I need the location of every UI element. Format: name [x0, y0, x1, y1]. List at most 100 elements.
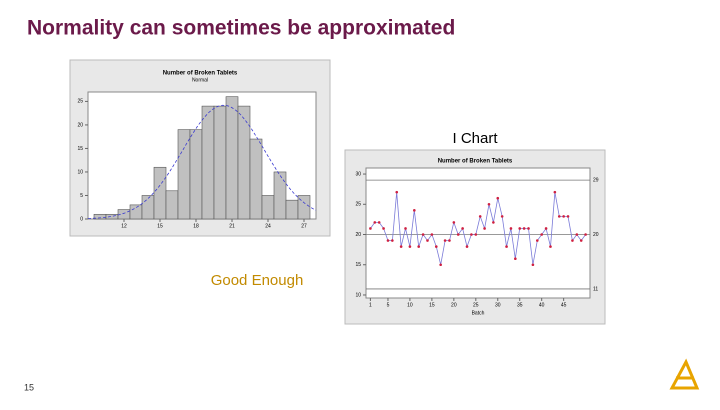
y-tick-label: 20 — [77, 122, 83, 128]
x-tick-label: 35 — [517, 302, 523, 308]
y-tick-label: 15 — [355, 262, 361, 268]
page-number: 15 — [24, 382, 34, 392]
data-point — [461, 227, 464, 230]
bar — [177, 129, 191, 220]
data-point — [465, 245, 469, 248]
x-tick-label: 12 — [121, 223, 127, 229]
data-point — [417, 245, 421, 248]
chart-title: Number of Broken Tablets — [163, 71, 238, 77]
y-tick-label: 25 — [355, 202, 361, 208]
data-point — [575, 233, 579, 236]
data-point — [377, 221, 381, 224]
data-point — [579, 239, 583, 242]
reference-label: 11 — [593, 286, 598, 292]
data-point — [505, 245, 508, 248]
bar — [201, 105, 215, 220]
data-point — [434, 245, 438, 248]
x-tick-label: 1 — [369, 302, 372, 308]
bar — [285, 199, 299, 220]
bar — [249, 138, 263, 220]
bar — [153, 166, 167, 220]
data-point — [382, 227, 385, 230]
data-point — [373, 221, 377, 224]
bar — [237, 105, 251, 220]
data-point — [571, 239, 574, 242]
x-tick-label: 15 — [157, 223, 163, 229]
data-point — [391, 239, 394, 242]
fit-curve — [88, 104, 317, 219]
y-tick-label: 30 — [355, 171, 361, 177]
data-point — [500, 215, 504, 218]
data-point — [487, 202, 491, 206]
data-point — [518, 227, 522, 230]
data-point — [509, 227, 513, 230]
slide-title: Normality can sometimes be approximated — [27, 17, 455, 40]
data-point — [474, 233, 478, 236]
x-tick-label: 5 — [387, 302, 390, 308]
data-point — [448, 239, 451, 242]
y-tick-label: 20 — [355, 232, 361, 238]
y-tick-label: 5 — [80, 193, 83, 199]
bar — [213, 105, 227, 220]
plot-area — [365, 167, 591, 299]
x-tick-label: 15 — [429, 302, 435, 308]
data-point — [443, 239, 447, 242]
logo — [669, 358, 700, 390]
data-point — [535, 239, 539, 242]
data-point — [399, 245, 403, 248]
data-point — [584, 233, 587, 236]
x-tick-label: 40 — [539, 302, 545, 308]
bar — [105, 213, 119, 220]
y-tick-label: 0 — [80, 216, 83, 222]
data-line — [370, 192, 586, 265]
chart-title: Number of Broken Tablets — [438, 159, 513, 165]
x-tick-label: 24 — [265, 223, 271, 229]
bar — [261, 195, 275, 220]
x-axis-label: Batch — [472, 310, 485, 316]
reference-label: 29 — [593, 177, 599, 183]
data-point — [404, 227, 407, 230]
note: I Chart — [452, 130, 498, 147]
y-tick-label: 25 — [77, 99, 83, 105]
x-tick-label: 18 — [193, 223, 199, 229]
x-tick-label: 20 — [451, 302, 457, 308]
data-point — [553, 190, 557, 194]
data-point — [430, 233, 434, 236]
x-tick-label: 45 — [561, 302, 567, 308]
data-point — [439, 263, 442, 267]
data-point — [456, 233, 460, 236]
bar — [141, 195, 155, 220]
data-point — [496, 196, 500, 200]
data-point — [514, 257, 517, 260]
data-point — [527, 227, 530, 230]
bar — [189, 129, 203, 220]
reference-label: 20 — [593, 232, 599, 238]
data-point — [408, 245, 412, 248]
data-point — [386, 239, 390, 242]
x-tick-label: 27 — [301, 223, 307, 229]
data-point — [540, 233, 543, 236]
bar — [225, 96, 239, 220]
bar — [165, 190, 179, 220]
y-tick-label: 15 — [77, 146, 83, 152]
bar — [273, 171, 287, 220]
data-point — [531, 263, 535, 267]
data-point — [470, 233, 473, 236]
data-point — [492, 221, 495, 224]
x-tick-label: 30 — [495, 302, 501, 308]
data-point — [483, 227, 486, 230]
y-tick-label: 10 — [77, 169, 83, 175]
data-point — [544, 227, 548, 230]
bar — [129, 204, 143, 220]
data-point — [522, 227, 526, 230]
data-point — [395, 190, 399, 194]
data-point — [369, 227, 372, 230]
note: Good Enough — [211, 272, 304, 289]
data-point — [478, 215, 482, 218]
data-point — [413, 209, 416, 212]
data-point — [452, 221, 456, 224]
chart-subtitle: Normal — [192, 77, 208, 83]
data-point — [421, 233, 425, 236]
y-tick-label: 10 — [355, 292, 361, 298]
